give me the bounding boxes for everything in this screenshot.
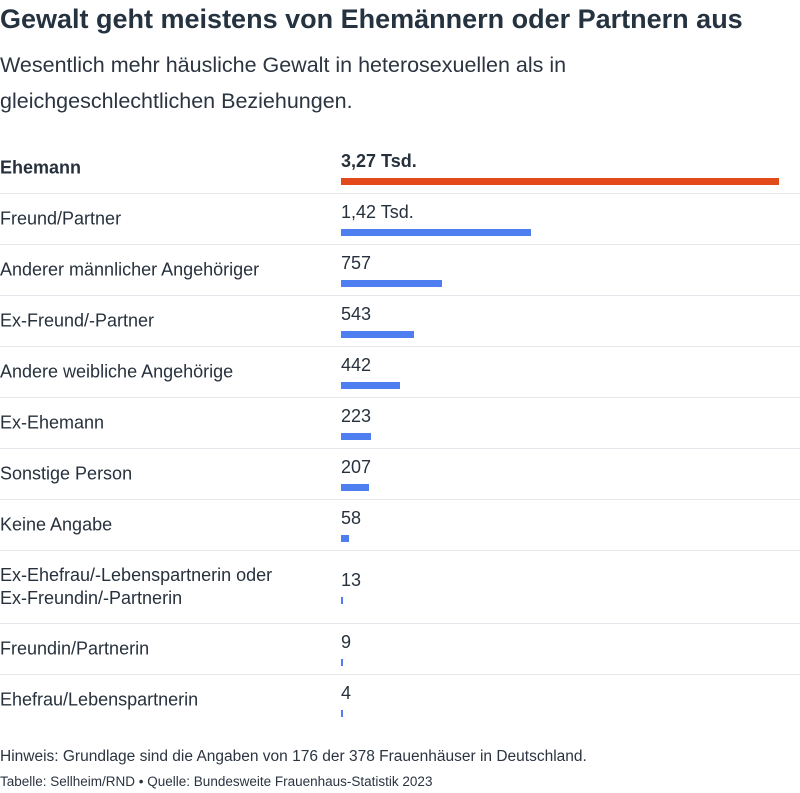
bar [341,596,343,604]
value-label: 4 [341,682,352,703]
value-label: 543 [341,303,372,324]
source-line: Tabelle: Sellheim/RND • Quelle: Bundeswe… [0,774,433,789]
category-label: Sonstige Person [0,463,133,484]
table-row: Freundin/Partnerin 9 [0,624,800,675]
category-label: Anderer männlicher Angehöriger [0,259,260,280]
footnote: Hinweis: Grundlage sind die Angaben von … [0,748,587,765]
category-label: Ex-Freund/-Partner [0,310,155,331]
table-row: Keine Angabe 58 [0,500,800,551]
value-label: 442 [341,354,372,375]
bar [341,432,371,440]
category-label: Ehefrau/Lebenspartnerin [0,689,199,710]
bar [341,658,343,666]
table-row: Sonstige Person 207 [0,449,800,500]
value-label: 3,27 Tsd. [341,150,417,171]
bar [341,279,442,287]
table-row: Ex-Ehemann 223 [0,398,800,449]
bar-table: Ehemann 3,27 Tsd. Freund/Partner 1,42 Tsd. A… [0,143,800,725]
value-label: 757 [341,252,372,273]
category-label: Ehemann [0,157,82,178]
table-row: Anderer männlicher Angehöriger 757 [0,245,800,296]
category-label: Andere weibliche Angehörige [0,361,234,382]
bar [341,709,343,717]
value-label: 9 [341,631,352,652]
category-label: Ex-Ehefrau/-Lebenspartnerin oder Ex-Freu… [0,565,273,608]
value-label: 223 [341,405,372,426]
bar [341,228,531,236]
table-row: Andere weibliche Angehörige 442 [0,347,800,398]
value-label: 1,42 Tsd. [341,201,414,222]
chart-subtitle: Wesentlich mehr häusliche Gewalt in hete… [0,53,567,113]
table-row: Ehemann 3,27 Tsd. [0,143,800,194]
table-row: Ehefrau/Lebenspartnerin 4 [0,675,800,725]
category-label: Freund/Partner [0,208,122,229]
value-label: 58 [341,507,362,528]
category-label: Keine Angabe [0,514,113,535]
chart-title: Gewalt geht meistens von Ehemännern oder… [0,4,743,34]
table-row: Ex-Ehefrau/-Lebenspartnerin oder Ex-Freu… [0,551,800,624]
bar [341,330,414,338]
bar [341,381,400,389]
bar [341,483,369,491]
value-label: 13 [341,569,362,590]
category-label: Freundin/Partnerin [0,638,150,659]
value-label: 207 [341,456,372,477]
bar [341,177,779,185]
bar [341,534,349,542]
category-label: Ex-Ehemann [0,412,105,433]
table-row: Ex-Freund/-Partner 543 [0,296,800,347]
table-row: Freund/Partner 1,42 Tsd. [0,194,800,245]
